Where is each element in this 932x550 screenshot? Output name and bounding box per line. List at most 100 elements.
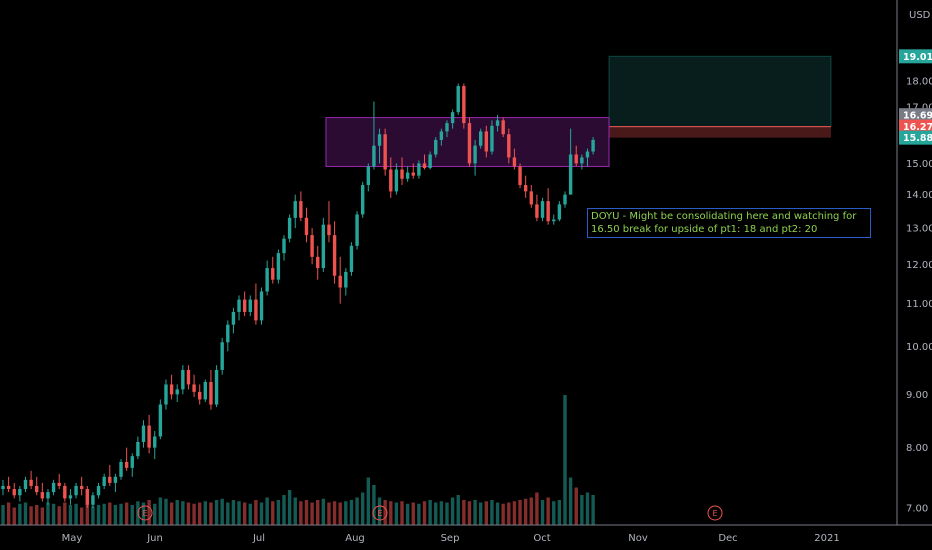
candle-body — [169, 384, 174, 395]
candle-body — [237, 299, 241, 312]
earnings-marker-icon[interactable] — [137, 505, 153, 521]
annotation-note[interactable]: DOYU - Might be consolidating here and w… — [587, 208, 871, 238]
candle-body — [276, 253, 281, 280]
candle-body — [119, 461, 123, 477]
candle-body — [568, 154, 573, 195]
price-label-badge — [899, 108, 932, 123]
volume-bar — [35, 505, 39, 525]
candle-body — [226, 324, 230, 343]
candle-body — [108, 476, 112, 483]
volume-bar — [74, 503, 78, 525]
volume-bar — [546, 497, 550, 525]
volume-bar — [523, 498, 528, 525]
x-tick-label: Dec — [718, 533, 737, 544]
candle-body — [344, 271, 348, 288]
volume-bar — [242, 502, 247, 525]
volume-bar — [282, 495, 286, 525]
volume-bar — [265, 497, 269, 525]
y-tick-label: 9.00 — [906, 390, 928, 401]
candle-body — [580, 157, 584, 164]
volume-bar — [540, 500, 545, 525]
candle-body — [57, 482, 61, 486]
candle-body — [23, 479, 28, 490]
candle-body — [63, 485, 67, 499]
candle-body — [259, 291, 264, 321]
volume-bar — [108, 502, 112, 525]
x-tick-label: Sep — [441, 533, 460, 544]
candle-body — [557, 204, 562, 220]
volume-bar — [574, 487, 578, 525]
volume-bar — [63, 502, 67, 525]
volume-bar — [473, 500, 477, 525]
volume-bar — [254, 500, 258, 525]
volume-bar — [124, 502, 129, 525]
target-zone[interactable] — [608, 55, 832, 128]
volume-bar — [1, 505, 5, 525]
candle-body — [141, 425, 146, 443]
y-tick-label: 17.00 — [906, 102, 932, 113]
volume-bar — [405, 503, 410, 525]
candlestick-series — [1, 83, 595, 508]
x-tick-label: Jul — [252, 533, 265, 544]
candle-body — [355, 214, 359, 246]
x-tick-label: Aug — [345, 533, 365, 544]
candle-body — [12, 489, 16, 496]
volume-bar — [102, 503, 106, 525]
volume-bar — [310, 502, 314, 525]
volume-bar — [507, 502, 511, 525]
currency-label: USD — [909, 10, 931, 21]
volume-bar — [57, 506, 61, 525]
candle-body — [332, 235, 337, 276]
volume-bar — [490, 500, 494, 525]
price-label-badge — [899, 130, 932, 145]
candle-body — [512, 157, 517, 167]
long-position-tool[interactable] — [608, 55, 832, 138]
volume-bar — [130, 505, 134, 525]
earnings-marker-label: E — [377, 509, 382, 518]
candle-body — [68, 495, 73, 499]
x-tick-label: 2021 — [814, 533, 839, 544]
consolidation-box[interactable] — [325, 117, 610, 167]
candle-body — [450, 112, 455, 124]
candle-body — [394, 169, 399, 192]
y-tick-label: 12.00 — [906, 260, 932, 271]
volume-bar — [12, 507, 16, 525]
candle-body — [529, 191, 533, 205]
volume-bar — [355, 497, 359, 525]
volume-bar — [175, 500, 179, 525]
candle-body — [495, 120, 500, 126]
x-axis-ticks: May Jun Jul Aug Sep Oct Nov Dec 2021 — [62, 533, 840, 544]
candle-body — [136, 442, 140, 457]
volume-bar — [557, 500, 562, 525]
candle-body — [287, 217, 292, 239]
volume-bar — [383, 500, 387, 525]
volume-bar — [462, 500, 466, 525]
volume-bar — [366, 477, 370, 525]
volume-bar — [422, 501, 427, 525]
candle-body — [327, 224, 331, 236]
candle-body — [147, 425, 151, 448]
candle-body — [209, 381, 213, 405]
x-tick-label: Oct — [533, 533, 550, 544]
candle-body — [85, 489, 89, 505]
candle-body — [405, 172, 410, 179]
candle-body — [231, 311, 236, 325]
volume-bar — [6, 502, 11, 525]
candle-body — [422, 163, 427, 168]
candle-body — [321, 224, 326, 269]
stop-zone[interactable] — [609, 126, 831, 138]
earnings-marker-icon[interactable] — [372, 505, 388, 521]
earnings-marker-icon[interactable] — [707, 505, 723, 521]
volume-bar — [96, 505, 101, 525]
y-tick-label: 15.00 — [906, 159, 932, 170]
x-tick-label: Nov — [628, 533, 648, 544]
candle-body — [46, 492, 50, 499]
volume-bar — [501, 503, 505, 525]
volume-bar — [85, 502, 89, 525]
volume-bar — [203, 501, 208, 525]
candle-body — [130, 456, 134, 468]
volume-bar — [259, 502, 264, 525]
volume-bar — [434, 502, 438, 525]
